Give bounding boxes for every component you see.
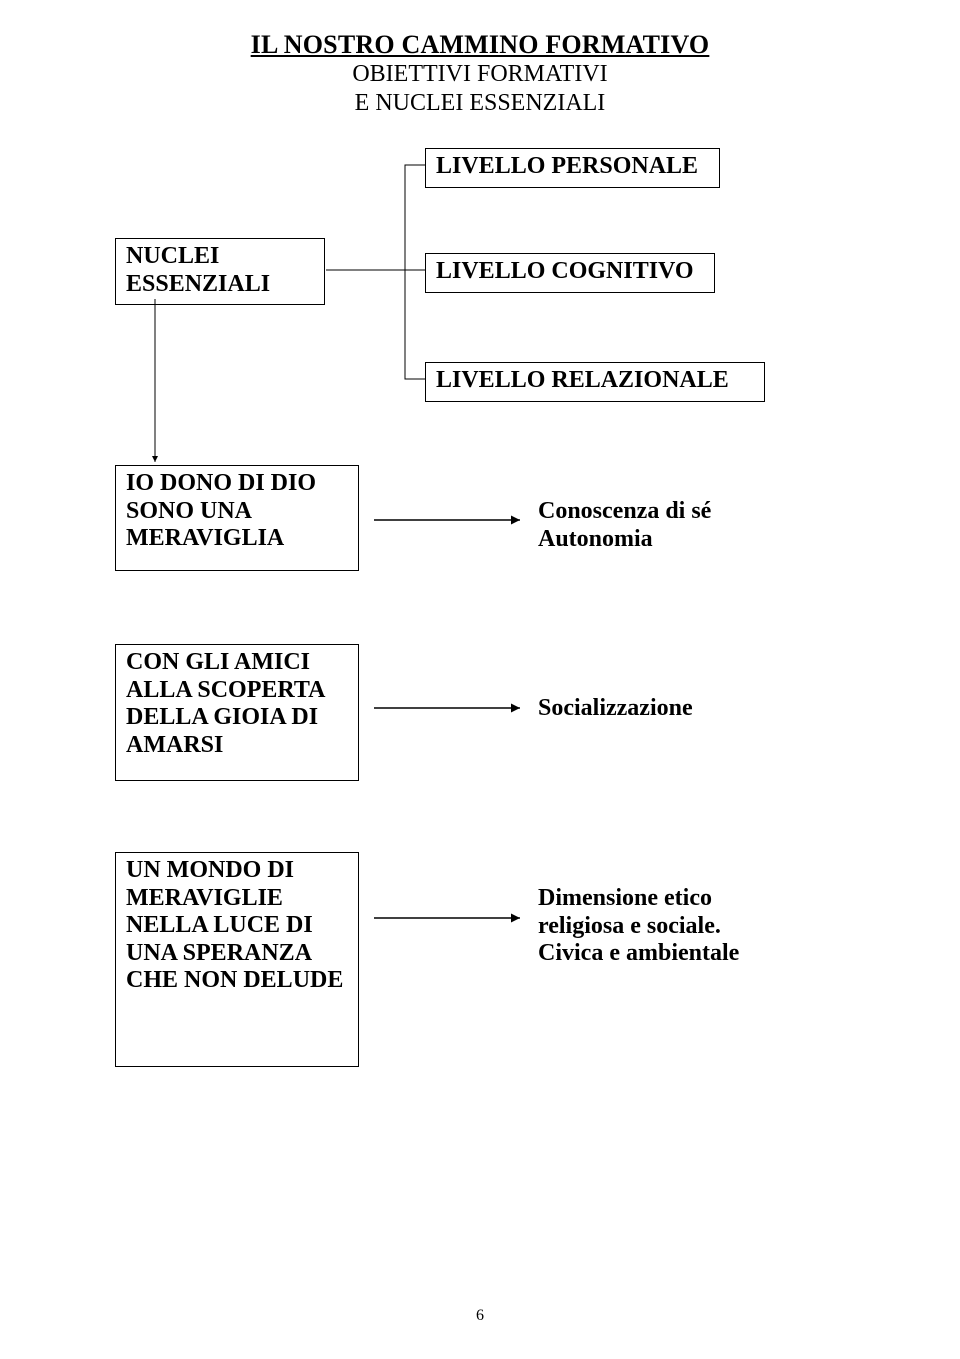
page-title: IL NOSTRO CAMMINO FORMATIVO — [115, 30, 845, 60]
box-livello-cognitivo: LIVELLO COGNITIVO — [425, 253, 715, 293]
outcome-socializzazione: Socializzazione — [538, 695, 693, 723]
outcome-line: Dimensione etico — [538, 885, 712, 911]
box-con-amici: CON GLI AMICI ALLA SCOPERTA DELLA GIOIA … — [115, 644, 359, 781]
box-io-dono: IO DONO DI DIO SONO UNA MERAVIGLIA — [115, 465, 359, 571]
outcome-line: Civica e ambientale — [538, 940, 739, 966]
box-livello-personale: LIVELLO PERSONALE — [425, 148, 720, 188]
outcome-conoscenza: Conoscenza di sé Autonomia — [538, 498, 711, 553]
subtitle-1: OBIETTIVI FORMATIVI — [115, 60, 845, 89]
box-livello-relazionale: LIVELLO RELAZIONALE — [425, 362, 765, 402]
nuclei-label: NUCLEI ESSENZIALI — [126, 243, 270, 297]
outcome-line: Conoscenza di sé — [538, 498, 711, 524]
subtitle-2: E NUCLEI ESSENZIALI — [115, 89, 845, 118]
outcome-line: religiosa e sociale. — [538, 913, 721, 939]
box-nuclei-essenziali: NUCLEI ESSENZIALI — [115, 238, 325, 305]
page-number: 6 — [0, 1307, 960, 1325]
box-un-mondo: UN MONDO DI MERAVIGLIE NELLA LUCE DI UNA… — [115, 852, 359, 1067]
outcome-line: Autonomia — [538, 526, 653, 552]
outcome-dimensione: Dimensione etico religiosa e sociale. Ci… — [538, 885, 739, 968]
